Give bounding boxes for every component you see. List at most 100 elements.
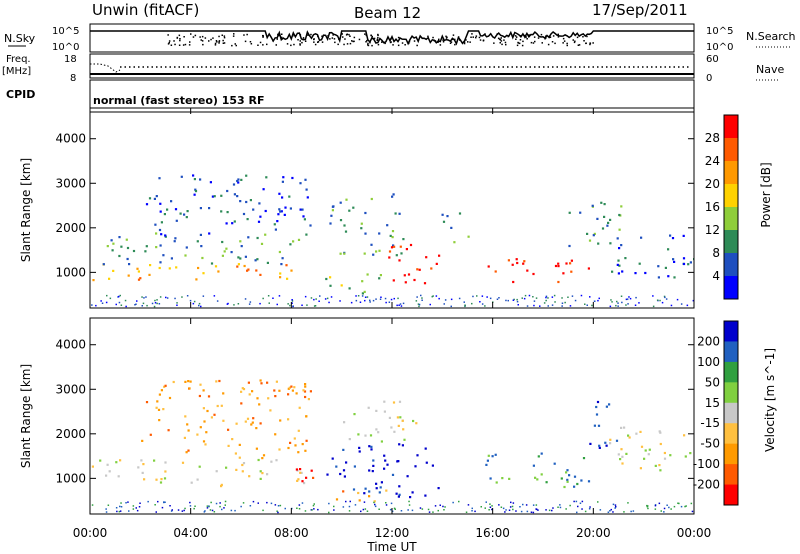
heatmap-cell [471, 507, 473, 510]
colorbar-segment [724, 321, 738, 342]
cpid-text: normal (fast stereo) 153 RF [93, 94, 265, 107]
heatmap-cell [312, 504, 315, 507]
nsearch-dot [544, 38, 546, 40]
heatmap-cell [276, 220, 279, 223]
heatmap-cell [523, 297, 526, 300]
heatmap-cell [586, 304, 588, 306]
heatmap-cell [554, 264, 558, 268]
heatmap-cell [202, 440, 206, 443]
colorbar-tick-label: 20 [705, 177, 720, 191]
heatmap-cell [377, 431, 380, 434]
nsearch-dot [358, 38, 361, 41]
heatmap-cell [670, 508, 672, 510]
nsearch-dot [540, 33, 543, 36]
heatmap-cell [417, 303, 420, 305]
heatmap-cell [416, 268, 419, 271]
heatmap-cell [270, 502, 273, 505]
heatmap-cell [328, 301, 330, 304]
nsearch-dot [331, 37, 334, 39]
heatmap-cell [379, 486, 382, 489]
heatmap-cell [618, 264, 621, 267]
heatmap-cell [383, 400, 386, 403]
heatmap-cell [685, 505, 687, 507]
nsearch-dot [498, 38, 501, 40]
heatmap-cell [393, 245, 396, 248]
heatmap-cell [277, 505, 280, 507]
cpid-panel: CPID normal (fast stereo) 153 RF [6, 79, 695, 109]
heatmap-cell [587, 267, 590, 270]
colorbar-frame [723, 114, 739, 300]
heatmap-cell [219, 502, 221, 504]
nsearch-dot [334, 41, 336, 44]
heatmap-cell [521, 297, 523, 299]
station-title: Unwin (fitACF) [92, 1, 199, 19]
heatmap-cell [348, 287, 351, 290]
nsearch-dot [505, 43, 507, 46]
heatmap-cell [485, 501, 487, 503]
nsearch-dot [201, 40, 204, 42]
heatmap-cell [559, 506, 562, 509]
heatmap-cell [177, 509, 180, 511]
heatmap-cell [289, 243, 292, 246]
heatmap-cell [307, 398, 310, 401]
colorbar-segment [724, 253, 738, 277]
heatmap-cell [119, 505, 121, 508]
heatmap-cell [273, 223, 276, 226]
heatmap-cell [364, 487, 367, 490]
nsearch-dot [469, 41, 471, 43]
nsearch-dot [373, 37, 376, 40]
heatmap-cell [421, 508, 424, 510]
heatmap-cell [566, 480, 569, 483]
heatmap-cell [237, 263, 240, 266]
heatmap-cell [260, 382, 263, 385]
nsearch-dot [243, 34, 245, 36]
heatmap-cell [617, 305, 619, 307]
heatmap-cell [160, 233, 163, 236]
heatmap-cell [237, 256, 240, 259]
heatmap-cell [407, 273, 411, 276]
heatmap-cell [202, 407, 205, 410]
heatmap-cell [252, 208, 255, 211]
heatmap-cell [184, 254, 187, 257]
heatmap-cell [240, 245, 243, 248]
heatmap-cell [532, 511, 535, 514]
heatmap-cell [251, 421, 254, 424]
heatmap-cell [134, 304, 136, 306]
colorbar-tick-label: 15 [705, 396, 720, 410]
heatmap-cell [175, 266, 178, 269]
heatmap-cell [159, 202, 162, 205]
colorbar-tick-label: 100 [697, 355, 720, 369]
heatmap-cell [259, 215, 262, 218]
heatmap-cell [686, 304, 689, 307]
heatmap-cell [597, 501, 599, 503]
heatmap-cell [654, 504, 657, 506]
heatmap-cell [471, 510, 473, 512]
nsearch-dot [349, 35, 351, 37]
heatmap-cell [115, 507, 118, 509]
heatmap-cell [392, 401, 396, 404]
velocity-frame [89, 317, 695, 515]
nsearch-dot [381, 41, 383, 43]
nsearch-dot [582, 36, 584, 38]
nsearch-dot [537, 37, 540, 39]
heatmap-cell [432, 511, 434, 513]
heatmap-cell [135, 303, 137, 305]
heatmap-cell [339, 300, 341, 302]
heatmap-cell [155, 511, 157, 513]
heatmap-cell [139, 502, 141, 504]
heatmap-cell [165, 296, 167, 299]
nsearch-dot [377, 33, 379, 36]
heatmap-cell [166, 297, 169, 299]
nsearch-dot [314, 43, 317, 46]
heatmap-cell [194, 188, 197, 191]
heatmap-cell [400, 510, 403, 512]
cpid-label: CPID [6, 88, 35, 101]
heatmap-cell [620, 244, 623, 247]
heatmap-cell [579, 502, 582, 504]
colorbar-segment [724, 115, 738, 139]
heatmap-cell [358, 446, 361, 449]
heatmap-cell [450, 226, 453, 229]
heatmap-cell [220, 485, 223, 488]
heatmap-cell [193, 507, 195, 510]
heatmap-cell [313, 305, 316, 307]
